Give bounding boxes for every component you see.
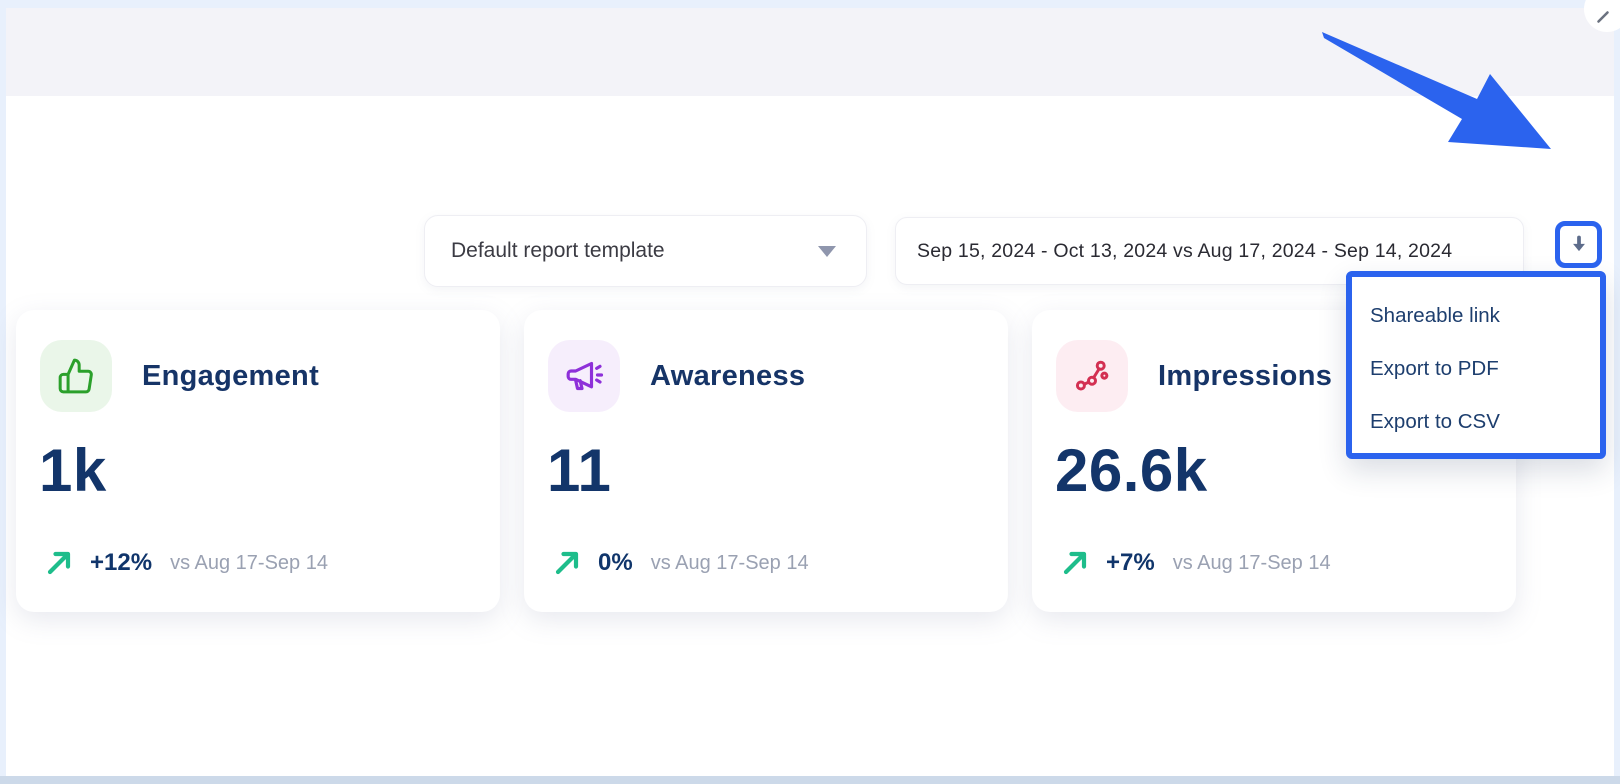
metric-card-awareness: Awareness 11 0% vs Aug 17-Sep 14 [524,310,1008,612]
download-icon [1568,234,1590,256]
top-banner [6,8,1614,96]
thumbs-up-icon [40,340,112,412]
trend-comparison: vs Aug 17-Sep 14 [650,551,809,574]
megaphone-icon [548,340,620,412]
trend-row: 0% vs Aug 17-Sep 14 [552,548,809,578]
card-value: 1k [39,437,107,504]
menu-item-export-pdf[interactable]: Export to PDF [1370,357,1499,380]
trend-row: +12% vs Aug 17-Sep 14 [44,548,328,578]
trend-up-icon [1060,548,1090,578]
report-template-select[interactable]: Default report template [424,215,867,287]
trend-comparison: vs Aug 17-Sep 14 [1172,551,1331,574]
metric-card-engagement: Engagement 1k +12% vs Aug 17-Sep 14 [16,310,500,612]
card-title: Engagement [142,359,320,392]
export-menu: Shareable link Export to PDF Export to C… [1346,271,1606,459]
trend-up-icon [44,548,74,578]
trend-percent: 0% [598,549,633,576]
content-area: Default report template Sep 15, 2024 - O… [6,96,1614,776]
card-value: 26.6k [1055,437,1208,504]
trend-percent: +12% [90,549,153,576]
trend-comparison: vs Aug 17-Sep 14 [170,551,328,574]
chevron-down-icon [818,245,836,257]
card-value: 11 [547,437,612,504]
date-range-value: Sep 15, 2024 - Oct 13, 2024 vs Aug 17, 2… [917,239,1453,262]
trend-up-icon [552,548,582,578]
card-title: Awareness [650,359,806,392]
share-nodes-icon [1056,340,1128,412]
menu-item-shareable-link[interactable]: Shareable link [1370,304,1500,327]
page-bottom-edge [0,776,1620,784]
download-button[interactable] [1555,221,1602,268]
report-template-value: Default report template [451,239,665,262]
card-title: Impressions [1158,359,1333,392]
date-range-select[interactable]: Sep 15, 2024 - Oct 13, 2024 vs Aug 17, 2… [895,217,1524,285]
menu-item-export-csv[interactable]: Export to CSV [1370,410,1500,433]
trend-row: +7% vs Aug 17-Sep 14 [1060,548,1331,578]
metric-card-impressions: Impressions 26.6k +7% vs Aug 17-Sep 14 [1032,310,1516,612]
trend-percent: +7% [1106,549,1155,576]
